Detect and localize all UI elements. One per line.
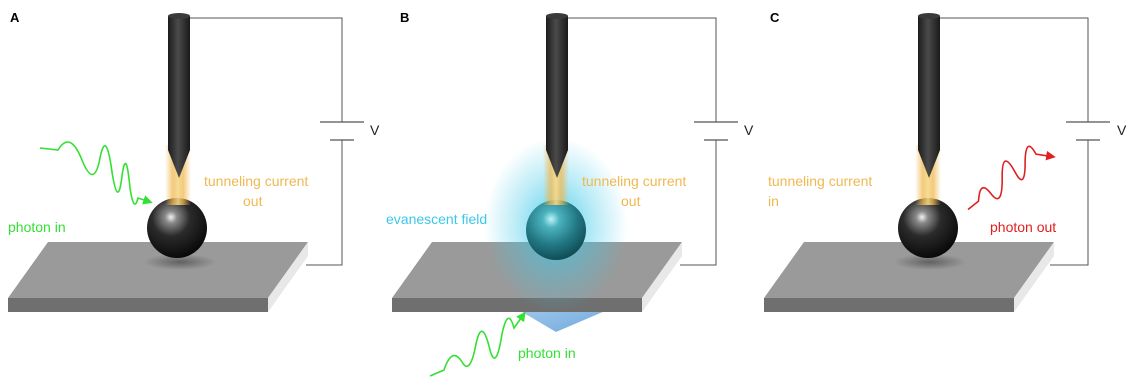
sample-plate-top [764, 242, 1054, 298]
stm-tip-top [168, 13, 190, 19]
molecule-ball [147, 198, 207, 258]
sample-plate-side [268, 242, 308, 312]
sample-plate-top [8, 242, 308, 298]
molecule-ball [898, 198, 958, 258]
stm-tip [546, 16, 568, 178]
panel-c: C V tunneling current in photon out [764, 10, 1127, 312]
photon-in-wave [39, 141, 153, 205]
circuit-wire [930, 17, 1089, 266]
tunneling-label: tunneling current in [768, 173, 876, 209]
panel-letter: A [10, 10, 20, 25]
tunneling-label: tunneling current out [204, 173, 312, 209]
photon-label: photon in [518, 345, 576, 361]
stm-tip [168, 16, 190, 178]
stm-tip-top [546, 13, 568, 19]
tunneling-label: tunneling current out [582, 173, 690, 209]
photon-label: photon out [990, 219, 1056, 235]
sample-plate-side [642, 242, 682, 312]
battery-label: V [370, 122, 380, 138]
molecule-ball [526, 200, 586, 260]
sample-plate-front [392, 298, 642, 312]
circuit-wire [180, 17, 343, 266]
ball-shadow [894, 254, 966, 270]
sample-plate-front [8, 298, 268, 312]
sample-plate-side [1014, 242, 1054, 312]
panel-letter: C [770, 10, 780, 25]
photon-out-wave [967, 145, 1056, 211]
photon-in-wave [429, 311, 526, 377]
evanescent-field-label: evanescent field [386, 211, 487, 227]
photon-label: photon in [8, 219, 66, 235]
stm-tip [918, 16, 940, 178]
panel-letter: B [400, 10, 409, 25]
panel-b: B V tunneling current out evanescent fie… [386, 10, 754, 377]
ball-shadow [144, 254, 216, 270]
sample-plate-front [764, 298, 1014, 312]
circuit-wire [558, 17, 717, 266]
battery-label: V [744, 122, 754, 138]
panel-a: A V tunneling current out photon in [8, 10, 380, 312]
battery-label: V [1117, 122, 1127, 138]
stm-tip-top [918, 13, 940, 19]
